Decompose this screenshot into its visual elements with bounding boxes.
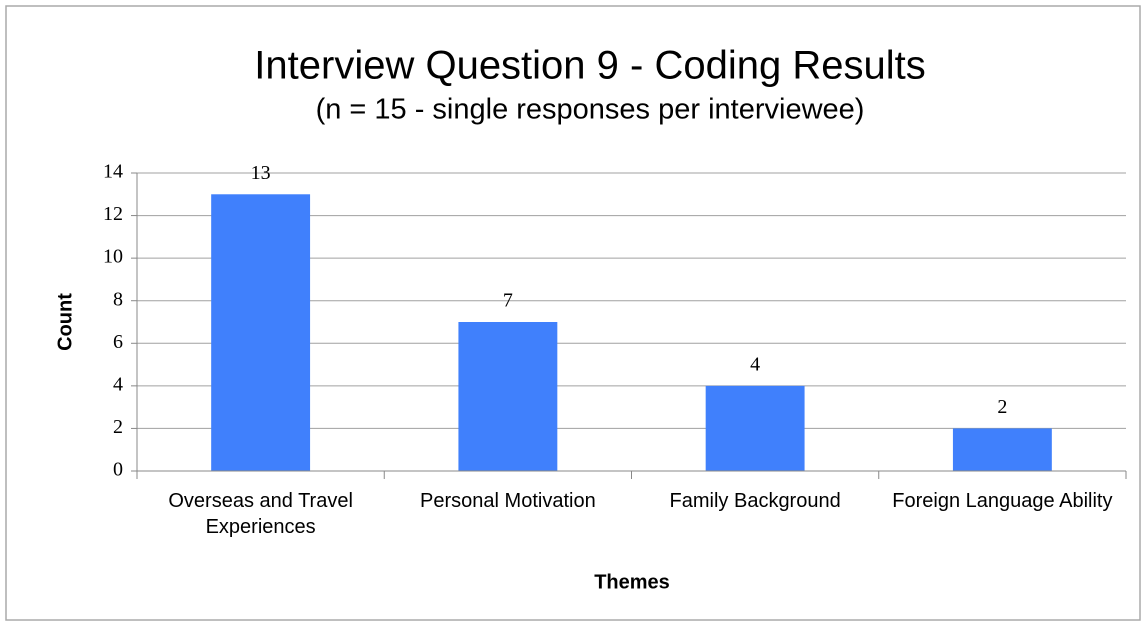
y-tick-label: 0 bbox=[113, 459, 123, 481]
chart-frame bbox=[5, 5, 1141, 621]
chart-title: Interview Question 9 - Coding Results bbox=[254, 44, 925, 88]
bar bbox=[705, 385, 805, 471]
x-axis-label: Themes bbox=[594, 571, 670, 593]
chart-subtitle: (n = 15 - single responses per interview… bbox=[316, 94, 865, 126]
y-tick-label: 12 bbox=[103, 203, 123, 225]
y-tick-label: 10 bbox=[103, 246, 123, 268]
y-tick-label: 6 bbox=[113, 331, 123, 353]
x-tick-label: Foreign Language Ability bbox=[892, 490, 1113, 512]
bar bbox=[458, 322, 558, 471]
y-tick-label: 4 bbox=[113, 373, 123, 395]
value-label: 2 bbox=[997, 396, 1007, 418]
x-tick-label: Personal Motivation bbox=[420, 490, 596, 512]
bar bbox=[952, 428, 1052, 471]
value-label: 7 bbox=[503, 290, 513, 312]
value-label: 13 bbox=[251, 162, 271, 184]
value-label: 4 bbox=[750, 353, 760, 375]
y-tick-label: 14 bbox=[103, 161, 123, 183]
y-tick-label: 8 bbox=[113, 288, 123, 310]
y-tick-label: 2 bbox=[113, 416, 123, 438]
y-axis-label: Count bbox=[54, 293, 76, 351]
x-tick-label: Overseas and Travel Experiences bbox=[168, 490, 353, 538]
bar bbox=[211, 194, 311, 472]
x-tick-label: Family Background bbox=[669, 490, 841, 512]
